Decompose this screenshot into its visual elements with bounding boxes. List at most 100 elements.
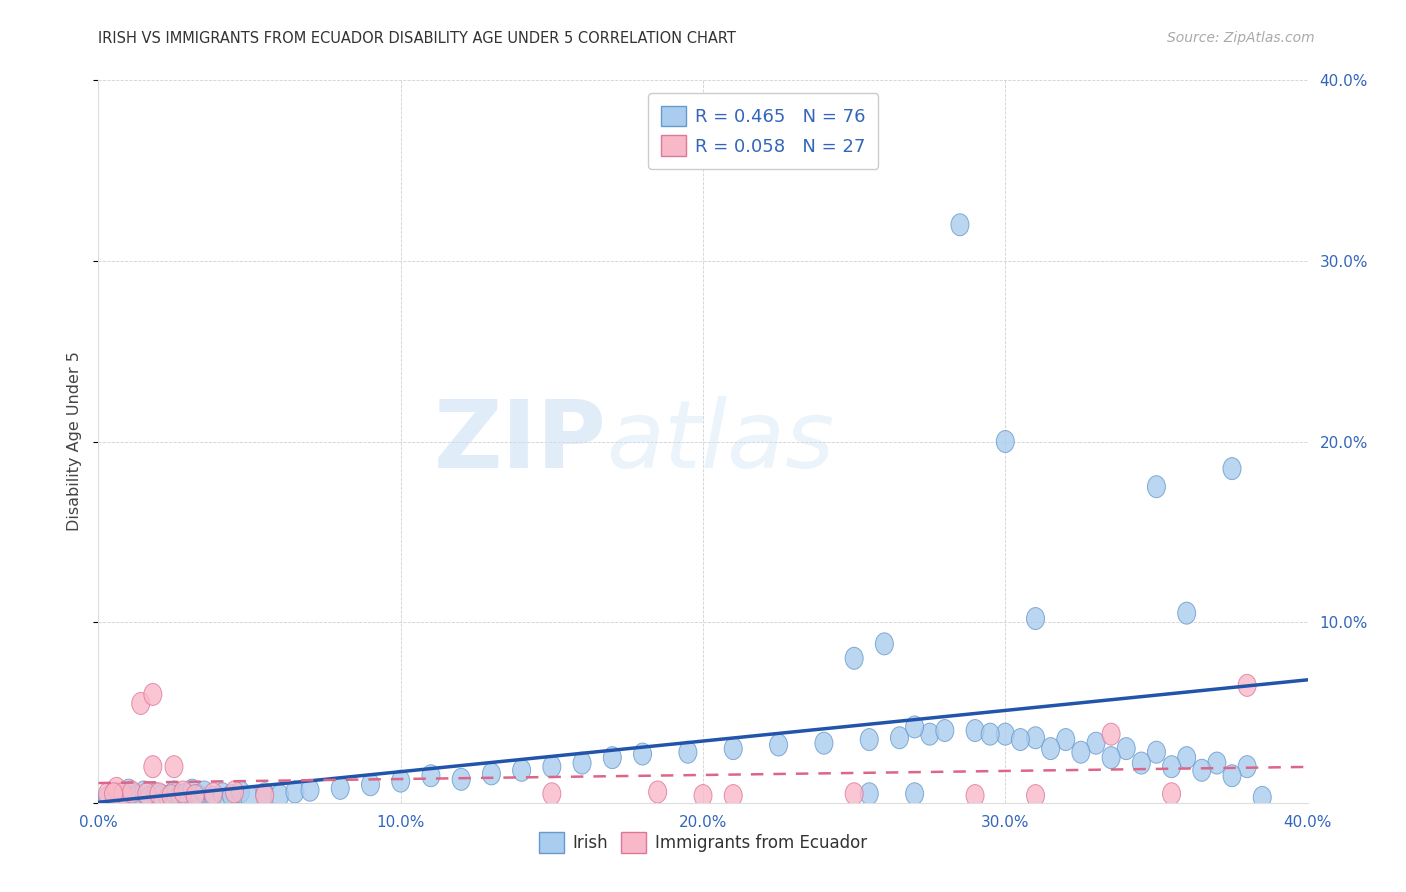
Ellipse shape — [114, 785, 132, 806]
Ellipse shape — [165, 756, 183, 778]
Ellipse shape — [1087, 732, 1105, 755]
Ellipse shape — [222, 785, 240, 806]
Ellipse shape — [1163, 756, 1181, 778]
Ellipse shape — [1102, 723, 1121, 745]
Ellipse shape — [165, 781, 183, 803]
Ellipse shape — [543, 783, 561, 805]
Ellipse shape — [648, 781, 666, 803]
Ellipse shape — [769, 734, 787, 756]
Ellipse shape — [1223, 458, 1241, 480]
Ellipse shape — [332, 777, 349, 799]
Ellipse shape — [422, 764, 440, 787]
Ellipse shape — [1147, 475, 1166, 498]
Ellipse shape — [204, 783, 222, 805]
Ellipse shape — [543, 756, 561, 778]
Legend: Irish, Immigrants from Ecuador: Irish, Immigrants from Ecuador — [533, 826, 873, 860]
Ellipse shape — [1192, 759, 1211, 781]
Ellipse shape — [174, 781, 193, 803]
Y-axis label: Disability Age Under 5: Disability Age Under 5 — [67, 351, 83, 532]
Ellipse shape — [845, 648, 863, 669]
Ellipse shape — [453, 768, 470, 790]
Ellipse shape — [845, 783, 863, 805]
Ellipse shape — [301, 779, 319, 801]
Ellipse shape — [860, 729, 879, 750]
Ellipse shape — [981, 723, 1000, 745]
Ellipse shape — [1026, 607, 1045, 630]
Ellipse shape — [1208, 752, 1226, 774]
Ellipse shape — [1102, 747, 1121, 769]
Ellipse shape — [138, 783, 156, 805]
Ellipse shape — [159, 787, 177, 808]
Ellipse shape — [695, 785, 711, 806]
Ellipse shape — [114, 783, 132, 805]
Ellipse shape — [574, 752, 591, 774]
Ellipse shape — [1011, 729, 1029, 750]
Text: Source: ZipAtlas.com: Source: ZipAtlas.com — [1167, 31, 1315, 45]
Ellipse shape — [172, 785, 188, 806]
Ellipse shape — [860, 783, 879, 805]
Ellipse shape — [214, 783, 232, 805]
Ellipse shape — [1026, 785, 1045, 806]
Ellipse shape — [162, 785, 180, 806]
Ellipse shape — [1239, 674, 1256, 697]
Ellipse shape — [997, 723, 1014, 745]
Ellipse shape — [107, 783, 125, 805]
Ellipse shape — [195, 781, 214, 803]
Ellipse shape — [513, 759, 530, 781]
Ellipse shape — [141, 787, 159, 808]
Ellipse shape — [1178, 747, 1195, 769]
Ellipse shape — [1042, 738, 1060, 760]
Ellipse shape — [361, 773, 380, 796]
Ellipse shape — [271, 785, 288, 806]
Ellipse shape — [950, 214, 969, 235]
Ellipse shape — [143, 683, 162, 706]
Ellipse shape — [183, 779, 201, 801]
Ellipse shape — [132, 692, 150, 714]
Ellipse shape — [1147, 741, 1166, 764]
Ellipse shape — [724, 738, 742, 760]
Ellipse shape — [122, 783, 141, 805]
Ellipse shape — [150, 783, 167, 805]
Ellipse shape — [634, 743, 651, 765]
Ellipse shape — [905, 716, 924, 738]
Ellipse shape — [285, 781, 304, 803]
Ellipse shape — [153, 785, 172, 806]
Ellipse shape — [190, 785, 207, 806]
Ellipse shape — [146, 783, 165, 805]
Ellipse shape — [129, 785, 146, 806]
Ellipse shape — [1026, 727, 1045, 748]
Ellipse shape — [104, 783, 122, 805]
Ellipse shape — [724, 785, 742, 806]
Ellipse shape — [905, 783, 924, 805]
Ellipse shape — [815, 732, 832, 755]
Ellipse shape — [392, 770, 409, 792]
Ellipse shape — [232, 781, 249, 803]
Ellipse shape — [1178, 602, 1195, 624]
Ellipse shape — [135, 781, 153, 803]
Ellipse shape — [966, 785, 984, 806]
Ellipse shape — [225, 781, 243, 803]
Ellipse shape — [186, 785, 204, 806]
Ellipse shape — [256, 785, 274, 806]
Text: atlas: atlas — [606, 396, 835, 487]
Ellipse shape — [966, 720, 984, 741]
Ellipse shape — [256, 783, 274, 805]
Ellipse shape — [98, 783, 117, 805]
Ellipse shape — [1163, 783, 1181, 805]
Ellipse shape — [1132, 752, 1150, 774]
Ellipse shape — [482, 763, 501, 785]
Ellipse shape — [122, 781, 141, 803]
Ellipse shape — [936, 720, 953, 741]
Ellipse shape — [1057, 729, 1074, 750]
Ellipse shape — [1253, 787, 1271, 808]
Ellipse shape — [240, 787, 259, 808]
Ellipse shape — [1071, 741, 1090, 764]
Ellipse shape — [1118, 738, 1135, 760]
Ellipse shape — [1223, 764, 1241, 787]
Ellipse shape — [876, 632, 893, 655]
Text: ZIP: ZIP — [433, 395, 606, 488]
Ellipse shape — [1239, 756, 1256, 778]
Ellipse shape — [890, 727, 908, 748]
Ellipse shape — [921, 723, 939, 745]
Ellipse shape — [204, 787, 222, 808]
